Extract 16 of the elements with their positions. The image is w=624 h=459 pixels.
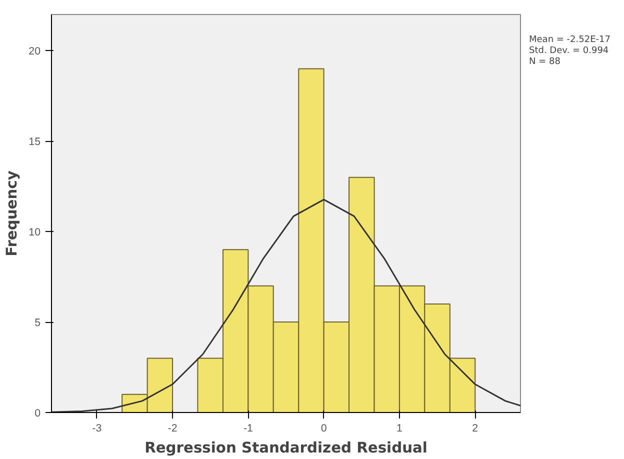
y-tick-label: 5: [34, 317, 41, 330]
text: N = 88: [529, 57, 562, 68]
x-tick-label: -1: [243, 422, 253, 434]
x-tick-label: -2: [168, 422, 178, 434]
x-axis-title: Regression Standardized Residual: [144, 440, 428, 456]
x-tick-label: 0: [320, 422, 327, 434]
text: Mean = -2.52E-17: [529, 35, 610, 46]
x-tick-label: 2: [472, 422, 478, 434]
y-tick-label: 15: [28, 136, 41, 148]
y-tick-label: 0: [34, 408, 41, 420]
text: Std. Dev. = 0.994: [529, 46, 610, 57]
y-tick-label: 10: [28, 226, 41, 239]
x-tick-label: 1: [396, 422, 403, 434]
y-axis-title: Frequency: [4, 170, 21, 256]
y-tick-label: 20: [28, 46, 41, 58]
x-tick-label: -3: [92, 422, 102, 434]
